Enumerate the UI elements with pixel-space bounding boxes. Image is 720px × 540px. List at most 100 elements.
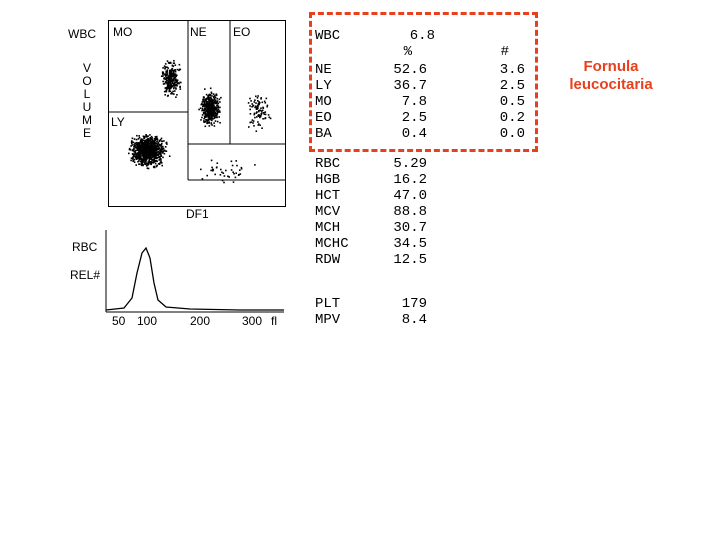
scatter-dot — [164, 63, 167, 65]
scatter-dot — [155, 147, 158, 150]
scatter-dot — [160, 150, 162, 153]
platelet-row-label: PLT — [315, 296, 341, 312]
scatter-dot — [164, 78, 167, 81]
scatter-dot — [157, 145, 159, 148]
scatter-dot — [140, 152, 143, 154]
scatter-dot — [167, 87, 169, 90]
scatter-dot — [160, 147, 163, 149]
scatter-dot — [143, 153, 146, 155]
platelet-row: MPV 8.4 — [315, 312, 525, 328]
scatter-dot — [148, 154, 150, 157]
scatter-dot — [145, 134, 147, 136]
scatter-dot — [164, 94, 166, 96]
scatter-dot — [166, 72, 168, 74]
volume-axis-label: V O L U M E — [80, 62, 94, 140]
scatter-dot — [239, 173, 242, 175]
scatter-dot — [219, 122, 221, 124]
scatter-dot — [143, 158, 146, 161]
scatter-dot — [255, 112, 258, 114]
scatter-dot — [169, 79, 171, 81]
histogram-tick: 100 — [137, 314, 158, 328]
scatter-dot — [163, 90, 166, 93]
scatter-dot — [150, 154, 153, 156]
red-index-row-label: MCV — [315, 204, 341, 220]
scatter-dot — [223, 181, 225, 184]
scatter-dot — [253, 101, 256, 103]
scatter-dot — [171, 74, 174, 76]
red-index-row: MCV 88.8 — [315, 204, 525, 220]
scatter-dot — [209, 87, 212, 90]
scatter-dot — [218, 116, 220, 118]
scatter-dot — [201, 178, 204, 180]
scatter-dot — [263, 100, 266, 103]
scatter-dot — [141, 146, 143, 149]
scatter-dot — [140, 150, 143, 153]
scatter-dot — [132, 156, 134, 159]
scatter-dot — [137, 160, 139, 163]
scatter-dot — [128, 152, 130, 155]
scatter-dot — [217, 105, 220, 108]
scatter-dot — [208, 101, 211, 103]
scatter-dot — [175, 75, 177, 77]
scatter-dot — [252, 120, 255, 122]
scatter-dot — [173, 60, 175, 62]
scatter-dot — [172, 71, 175, 73]
scatter-dot — [162, 156, 164, 159]
scatter-dot — [212, 93, 215, 95]
leukocyte-formula-highlight — [309, 12, 538, 152]
scatter-dot — [166, 143, 168, 145]
scatter-dot — [162, 83, 165, 85]
red-index-row-label: HCT — [315, 188, 341, 204]
scatter-dot — [213, 96, 215, 99]
scatter-dot — [261, 101, 264, 104]
scatter-dot — [206, 174, 208, 177]
scatter-dot — [204, 112, 206, 114]
volume-letter: E — [82, 126, 91, 140]
scatter-dot — [251, 119, 254, 121]
diff-row-label: EO — [315, 110, 332, 126]
scatter-dot — [128, 148, 131, 151]
scatter-dot — [212, 112, 214, 114]
scatter-dot — [140, 147, 142, 149]
scatter-dot — [161, 71, 164, 73]
scatter-dot — [139, 145, 142, 147]
scatter-dot — [150, 138, 152, 141]
region-ly-label: LY — [111, 115, 125, 129]
scatter-dot — [136, 154, 138, 156]
scatter-dot — [254, 99, 256, 101]
scatter-dot — [165, 87, 167, 89]
scatter-dot — [264, 117, 267, 119]
scatter-dot — [156, 153, 159, 156]
scatter-dot — [155, 160, 158, 162]
scatter-dot — [212, 108, 214, 110]
scatter-dot — [137, 153, 140, 156]
scatter-dot — [153, 158, 155, 160]
scatter-dot — [255, 95, 257, 98]
scatter-dot — [155, 143, 158, 145]
scatter-dot — [249, 121, 251, 124]
scatter-dot — [173, 69, 176, 71]
scatter-dot — [201, 101, 204, 103]
scatter-dot — [152, 160, 155, 163]
diff-row-label: NE — [315, 62, 332, 78]
scatter-dot — [222, 172, 225, 174]
scatter-dot — [169, 87, 172, 90]
scatter-dot — [210, 91, 213, 94]
scatter-dot — [167, 82, 170, 85]
scatter-dot — [202, 98, 205, 100]
scatter-dot — [160, 155, 163, 157]
scatter-dot — [257, 104, 259, 107]
scatter-dot — [150, 152, 152, 154]
scatter-dot — [256, 111, 258, 113]
scatter-dot — [176, 79, 179, 81]
scatter-dot — [149, 137, 152, 139]
scatter-dot — [145, 154, 147, 156]
scatter-dot — [168, 88, 171, 91]
scatter-dot — [257, 95, 259, 97]
red-index-row-value: 12.5 — [393, 252, 427, 268]
scatter-dot — [211, 119, 213, 122]
scatter-dot — [256, 108, 258, 110]
scatter-dot — [210, 107, 213, 109]
scatter-dot — [145, 158, 148, 161]
scatter-dot — [262, 118, 264, 120]
